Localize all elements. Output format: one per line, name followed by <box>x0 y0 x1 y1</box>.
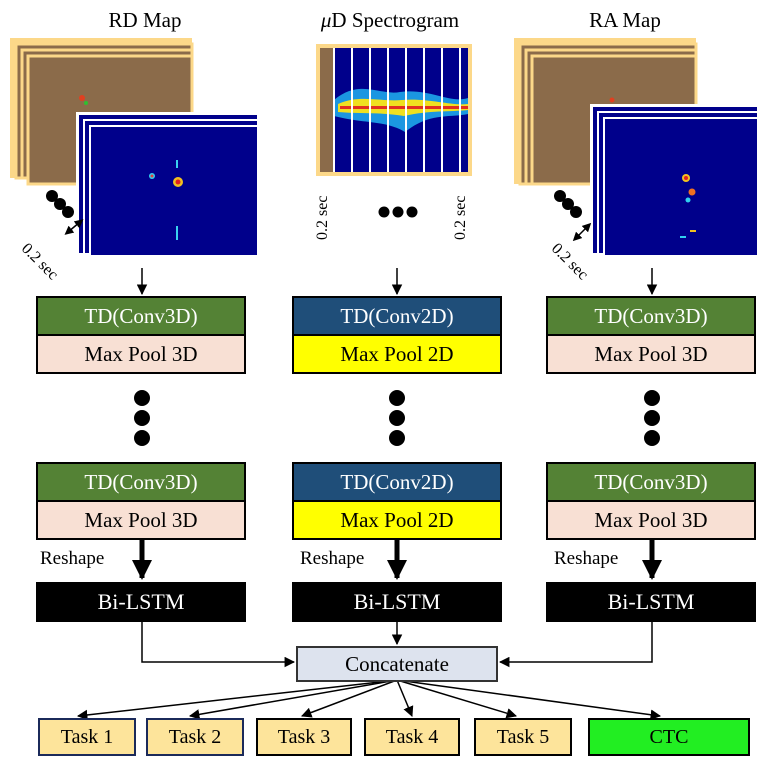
left-conv-block-1: TD(Conv3D) <box>36 296 246 336</box>
left-pool-block-2: Max Pool 3D <box>36 500 246 540</box>
output-ctc: CTC <box>588 718 750 756</box>
layer-ellipsis <box>134 390 660 446</box>
output-task-1: Task 1 <box>38 718 136 756</box>
mu-symbol: μ <box>320 8 332 32</box>
middle-conv-block-1: TD(Conv2D) <box>292 296 502 336</box>
spectrogram-title: μD Spectrogram <box>290 8 490 33</box>
right-conv-block-1: TD(Conv3D) <box>546 296 756 336</box>
middle-pool-block-1: Max Pool 2D <box>292 334 502 374</box>
concat-arrows <box>141 622 653 668</box>
ra-map-stack <box>514 38 760 257</box>
left-bilstm-block: Bi-LSTM <box>36 582 246 622</box>
right-reshape-label: Reshape <box>554 548 619 569</box>
output-task-5: Task 5 <box>474 718 572 756</box>
spec-time-label-start: 0.2 sec <box>314 195 331 240</box>
output-arrows <box>76 679 662 721</box>
middle-conv-block-2: TD(Conv2D) <box>292 462 502 502</box>
ra-map-title: RA Map <box>589 8 661 32</box>
middle-reshape-label: Reshape <box>300 548 365 569</box>
rd-map-stack <box>10 38 260 257</box>
left-conv-block-2: TD(Conv3D) <box>36 462 246 502</box>
output-task-3: Task 3 <box>256 718 352 756</box>
middle-bilstm-block: Bi-LSTM <box>292 582 502 622</box>
spectrogram-image <box>316 44 472 218</box>
spec-time-label-end: 0.2 sec <box>452 195 469 240</box>
left-reshape-label: Reshape <box>40 548 105 569</box>
right-conv-block-2: TD(Conv3D) <box>546 462 756 502</box>
rd-map-title: RD Map <box>108 8 182 32</box>
input-arrows <box>136 268 658 296</box>
right-pool-block-1: Max Pool 3D <box>546 334 756 374</box>
output-task-2: Task 2 <box>146 718 244 756</box>
right-pool-block-2: Max Pool 3D <box>546 500 756 540</box>
reshape-arrows <box>132 540 662 580</box>
output-task-4: Task 4 <box>364 718 460 756</box>
middle-pool-block-2: Max Pool 2D <box>292 500 502 540</box>
right-bilstm-block: Bi-LSTM <box>546 582 756 622</box>
concatenate-block: Concatenate <box>296 646 498 682</box>
spectrogram-title-rest: D Spectrogram <box>331 8 460 32</box>
left-pool-block-1: Max Pool 3D <box>36 334 246 374</box>
